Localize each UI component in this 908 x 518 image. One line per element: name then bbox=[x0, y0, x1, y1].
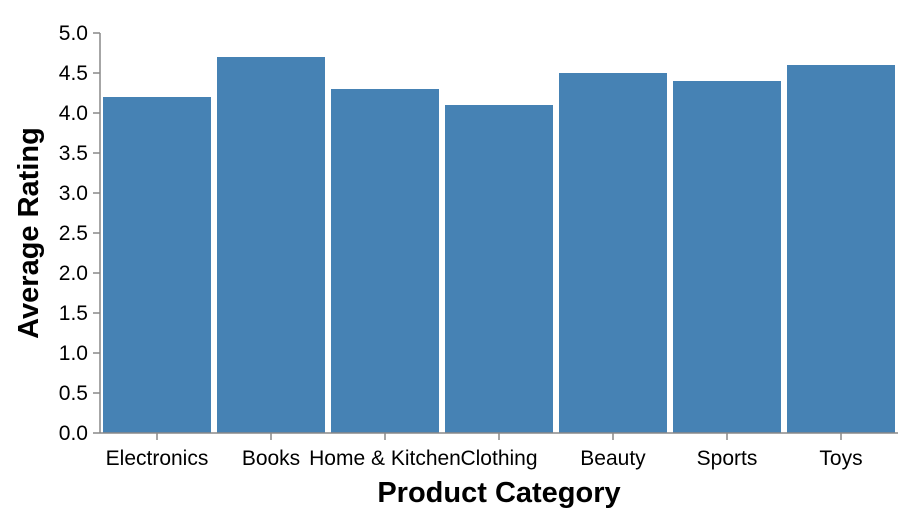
bars-group bbox=[103, 57, 895, 433]
y-axis-title: Average Rating bbox=[13, 127, 45, 339]
bar-electronics bbox=[103, 97, 211, 433]
y-tick-label: 0.5 bbox=[59, 382, 88, 405]
bar-toys bbox=[787, 65, 895, 433]
bar-home-kitchen bbox=[331, 89, 439, 433]
bar-clothing bbox=[445, 105, 553, 433]
x-tick-label: Beauty bbox=[580, 447, 646, 470]
x-tick-label: Sports bbox=[697, 447, 758, 470]
y-tick-label: 4.5 bbox=[59, 62, 88, 85]
y-tick-label: 1.0 bbox=[59, 342, 88, 365]
y-tick-label: 3.5 bbox=[59, 142, 88, 165]
y-tick-label: 3.0 bbox=[59, 182, 88, 205]
y-tick-label: 1.5 bbox=[59, 302, 88, 325]
bar-books bbox=[217, 57, 325, 433]
y-tick-label: 4.0 bbox=[59, 102, 88, 125]
bar-beauty bbox=[559, 73, 667, 433]
y-tick-label: 2.0 bbox=[59, 262, 88, 285]
x-axis-title: Product Category bbox=[377, 477, 620, 509]
y-axis: 0.0 0.5 1.0 1.5 2.0 2.5 3.0 3.5 4.0 4.5 5.0 bbox=[59, 22, 101, 445]
x-tick-label: Electronics bbox=[106, 447, 209, 470]
x-axis: Electronics Books Home & Kitchen Clothing Be… bbox=[100, 432, 898, 470]
y-tick-label: 2.5 bbox=[59, 222, 88, 245]
y-tick-label: 0.0 bbox=[59, 422, 88, 445]
x-tick-label: Toys bbox=[819, 447, 862, 470]
bar-sports bbox=[673, 81, 781, 433]
x-tick-label: Clothing bbox=[460, 447, 537, 470]
x-tick-label: Home & Kitchen bbox=[309, 447, 461, 470]
y-tick-label: 5.0 bbox=[59, 22, 88, 45]
x-tick-label: Books bbox=[242, 447, 300, 470]
